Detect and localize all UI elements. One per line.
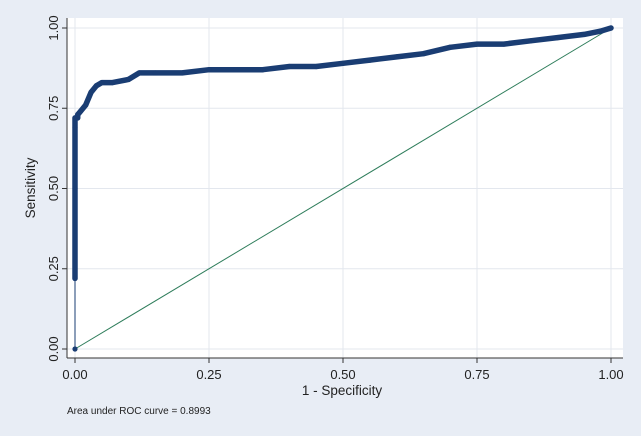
roc-point [608,25,614,31]
roc-point [528,38,534,44]
roc-point [93,83,100,89]
roc-point [474,41,480,47]
roc-point [136,70,142,76]
y-tick-label: 0.75 [46,96,61,121]
axes: 0.00 0.25 0.50 0.75 1.00 0.00 0.25 0.50 0.75 1.00 [46,15,624,382]
roc-point [447,44,453,50]
roc-point [99,79,105,86]
grid-lines [67,18,623,358]
x-tick-label: 1.00 [598,367,623,382]
y-axis-title: Sensitivity [23,157,38,218]
roc-point [83,102,89,108]
roc-point [152,70,158,76]
roc-point [286,63,292,70]
roc-point [72,346,78,352]
roc-point [554,35,561,41]
roc-point [501,41,507,47]
x-axis-title: 1 - Specificity [302,383,383,398]
roc-point [597,28,603,34]
x-tick-label: 0.50 [330,367,355,382]
y-tick-label: 1.00 [46,15,61,40]
roc-point [340,60,346,66]
auc-note: Area under ROC curve = 0.8993 [67,406,211,417]
reference-line [74,27,612,350]
reference-line-group [74,27,612,350]
y-tick-label: 0.50 [46,176,61,201]
roc-point [72,275,78,281]
y-tick-label: 0.00 [46,336,61,361]
roc-point [77,108,83,115]
roc-point [394,54,400,60]
roc-point [109,79,116,86]
roc-point [126,76,132,82]
x-tick-label: 0.75 [464,367,489,382]
roc-point [72,185,78,192]
x-tick-label: 0.25 [196,367,221,382]
roc-point [420,51,426,57]
roc-point [367,57,373,63]
x-tick-label: 0.00 [62,367,87,382]
roc-point [313,63,319,70]
roc-point [179,70,185,76]
roc-point [260,67,266,73]
roc-point [206,67,212,73]
y-tick-label: 0.25 [46,256,61,281]
roc-point [88,89,94,95]
roc-point [233,67,239,73]
roc-point [581,31,587,38]
roc-point [72,124,78,131]
roc-curve-group [72,25,614,352]
